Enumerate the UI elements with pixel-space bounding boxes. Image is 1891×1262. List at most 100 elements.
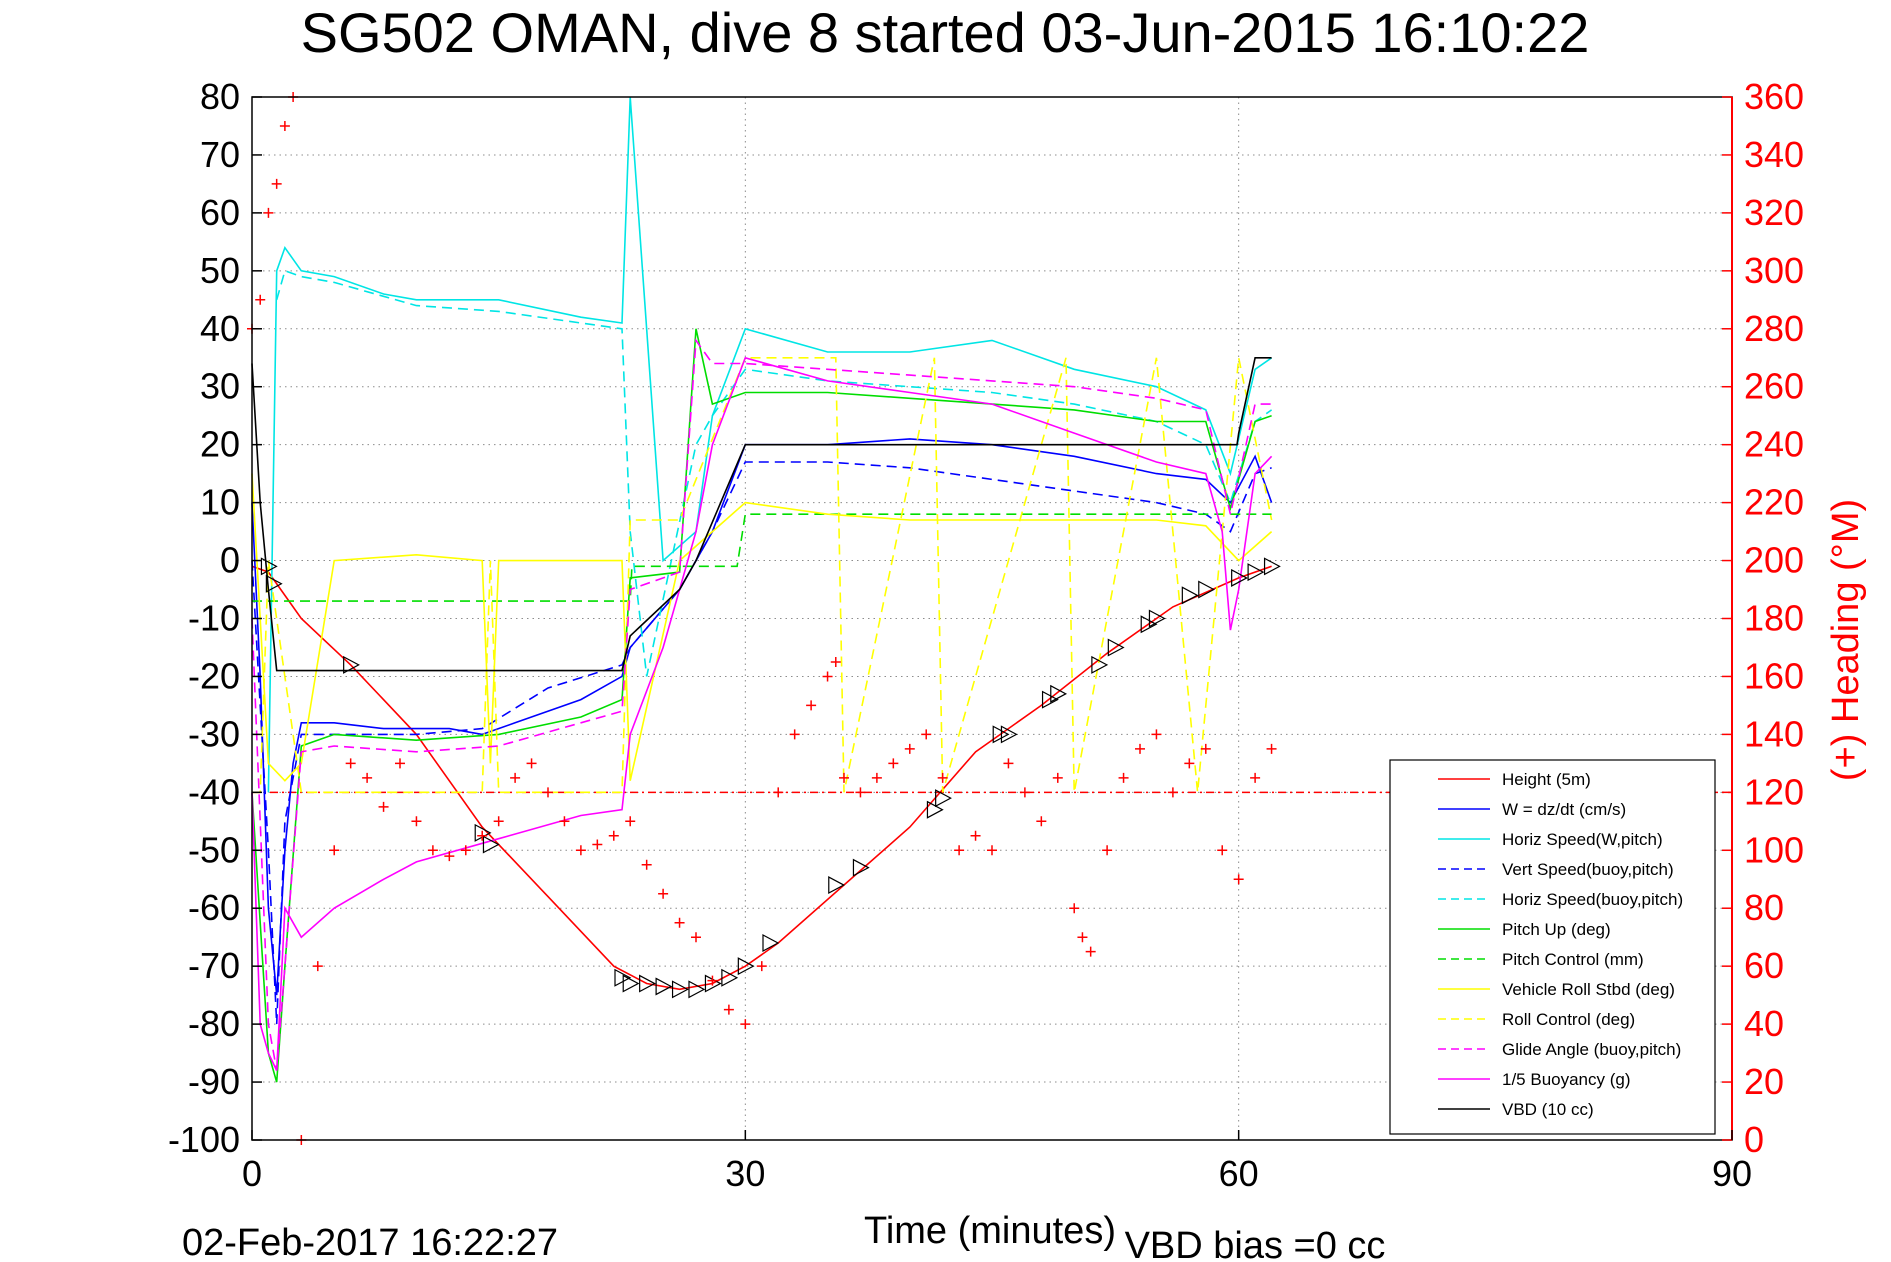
y-tick-label: 80 (200, 76, 240, 117)
heading-point (329, 845, 340, 856)
heading-point (444, 851, 455, 862)
y2-tick-label: 120 (1744, 771, 1804, 812)
y2-tick-label: 320 (1744, 192, 1804, 233)
heading-point (987, 845, 997, 856)
series-line-3 (251, 461, 1272, 1025)
y2-tick-label: 220 (1744, 482, 1804, 523)
heading-point (954, 845, 965, 856)
depth-marker (1107, 638, 1125, 657)
depth-marker (762, 933, 780, 952)
heading-point (477, 830, 488, 841)
heading-point (888, 758, 899, 769)
depth-marker (1041, 690, 1059, 709)
depth-marker (1263, 557, 1281, 576)
heading-point (822, 671, 833, 682)
depth-marker (1247, 563, 1265, 582)
depth-marker (260, 557, 278, 576)
x-tick-label: 0 (242, 1153, 262, 1194)
heading-point (1036, 816, 1047, 827)
depth-marker (926, 800, 944, 819)
y2-tick-label: 360 (1744, 76, 1804, 117)
heading-point (1233, 874, 1244, 885)
y2-tick-label: 340 (1744, 134, 1804, 175)
depth-marker (622, 974, 640, 993)
heading-point (921, 729, 932, 740)
legend-label: Vert Speed(buoy,pitch) (1502, 860, 1674, 879)
heading-point (855, 787, 866, 798)
legend-box (1389, 759, 1716, 1135)
y2-tick-label: 180 (1744, 598, 1804, 639)
heading-point (1077, 932, 1088, 943)
depth-marker (1000, 725, 1018, 744)
y-tick-label: -40 (188, 771, 240, 812)
heading-point (1135, 743, 1145, 754)
depth-marker (1148, 609, 1166, 628)
heading-point (904, 743, 915, 754)
series-line-8 (252, 356, 1273, 794)
heading-point (271, 178, 282, 189)
y-tick-label: -100 (168, 1119, 240, 1160)
heading-point (543, 787, 553, 798)
heading-point (592, 839, 603, 850)
legend-label: Roll Control (deg) (1502, 1010, 1635, 1029)
heading-point (1266, 743, 1277, 754)
y2-tick-label: 40 (1744, 1003, 1784, 1044)
legend-label: 1/5 Buoyancy (g) (1502, 1070, 1631, 1089)
heading-point (559, 816, 570, 827)
y-tick-label: -70 (188, 945, 240, 986)
heading-point (1102, 845, 1113, 856)
depth-marker (688, 980, 706, 999)
heading-point (1085, 946, 1096, 957)
depth-marker (655, 977, 673, 996)
series-line-11 (251, 356, 1272, 672)
heading-point (937, 772, 948, 783)
depth-marker (828, 876, 846, 895)
y-tick-label: 70 (200, 134, 240, 175)
depth-marker (721, 968, 739, 987)
heading-point (427, 845, 438, 856)
heading-point (493, 816, 504, 827)
chart-legend: Height (5m) W = dz/dt (cm/s) Horiz Speed(W… (1389, 759, 1716, 1135)
heading-point (1217, 845, 1228, 856)
series-line-7 (251, 473, 1273, 782)
y2-tick-label: 20 (1744, 1061, 1784, 1102)
y2-tick-label: 300 (1744, 250, 1804, 291)
heading-point (345, 758, 356, 769)
heading-point (460, 845, 471, 856)
heading-point (411, 816, 422, 827)
depth-marker (671, 980, 689, 999)
depth-marker (1091, 655, 1109, 674)
heading-point (674, 917, 685, 928)
y2-tick-label: 0 (1744, 1119, 1764, 1160)
depth-marker (852, 858, 870, 877)
y-tick-label: 20 (200, 424, 240, 465)
depth-marker (614, 968, 632, 987)
heading-point (263, 207, 274, 218)
legend-label: Glide Angle (buoy,pitch) (1502, 1040, 1681, 1059)
y2-tick-label: 60 (1744, 945, 1784, 986)
series-line-9 (251, 338, 1272, 1071)
heading-point (756, 961, 767, 972)
heading-point (1052, 772, 1063, 783)
heading-point (641, 859, 652, 870)
heading-point (1250, 772, 1261, 783)
heading-point (1184, 758, 1195, 769)
heading-point (526, 758, 537, 769)
y-tick-label: 0 (220, 540, 240, 581)
depth-marker (1198, 580, 1216, 599)
heading-point (362, 772, 373, 783)
heading-point (970, 830, 981, 841)
heading-markers (247, 92, 1277, 1145)
heading-point (839, 772, 849, 783)
heading-point (608, 830, 619, 841)
heading-point (691, 932, 701, 943)
y-tick-label: -10 (188, 598, 240, 639)
y-tick-label: -80 (188, 1003, 240, 1044)
heading-point (1118, 772, 1129, 783)
y2-tick-label: 80 (1744, 887, 1784, 928)
x-tick-label: 60 (1219, 1153, 1259, 1194)
y-tick-label: -20 (188, 655, 240, 696)
y2-tick-label: 260 (1744, 366, 1804, 407)
depth-marker (1050, 684, 1068, 703)
